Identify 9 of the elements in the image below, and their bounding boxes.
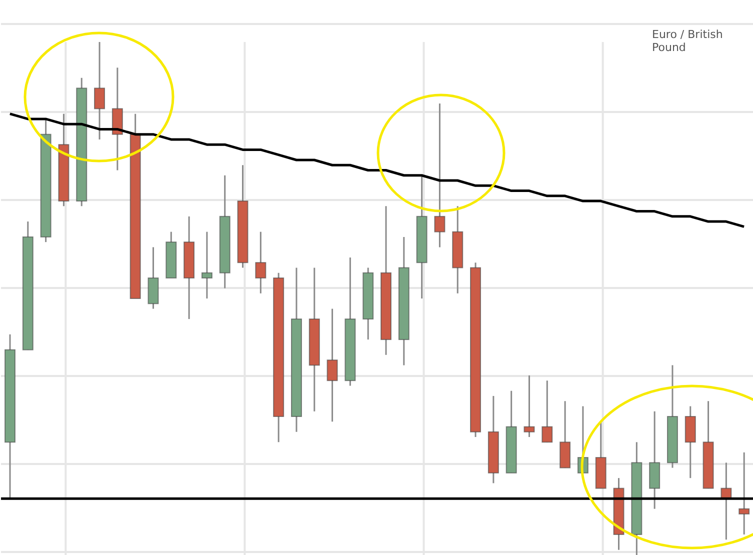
candlestick bbox=[434, 102, 446, 248]
candlestick bbox=[255, 231, 266, 294]
chart-title: Euro / British Pound bbox=[652, 28, 724, 54]
candlestick bbox=[326, 308, 338, 422]
candlestick bbox=[738, 452, 750, 536]
candlestick bbox=[201, 231, 212, 300]
candlestick bbox=[524, 374, 535, 438]
candlestick bbox=[94, 42, 106, 140]
candlestick bbox=[542, 380, 553, 443]
